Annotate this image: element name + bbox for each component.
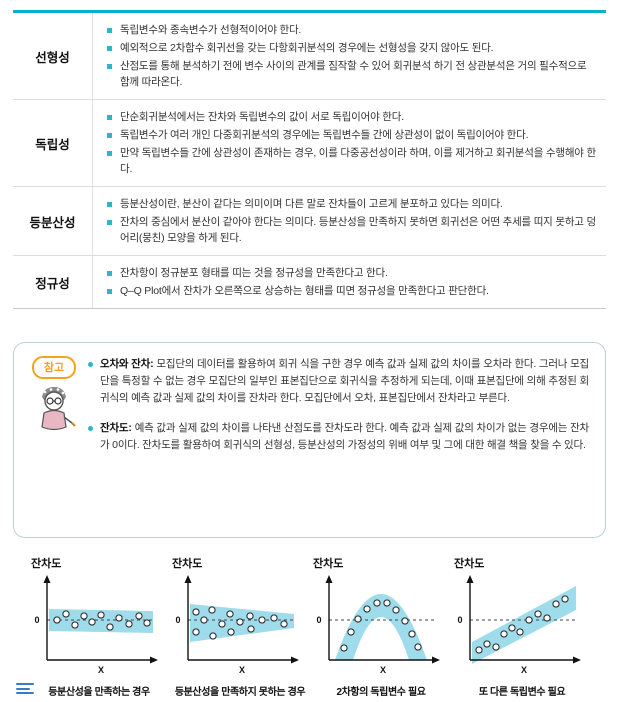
residual-plot-uniform: 잔차도 0 X 등분산성을 만족하는 경우 — [29, 555, 169, 698]
x-axis-arrow — [291, 656, 299, 664]
y-axis-arrow — [184, 575, 192, 583]
bullet-item: 예외적으로 2차함수 회귀선을 갖는 다항회귀분석의 경우에는 선형성을 갖지 … — [107, 40, 596, 56]
zero-label: 0 — [175, 615, 180, 625]
square-bullet-icon — [107, 151, 112, 156]
residual-plot-diagonal: 잔차도 0 X 또 다른 독립변수 필요 — [452, 555, 592, 698]
zero-label: 0 — [457, 615, 462, 625]
y-axis-arrow — [466, 575, 474, 583]
residual-plot-funnel: 잔차도 0 X 등분산성을 만족하지 못하는 경우 — [170, 555, 310, 698]
row-label: 독립성 — [13, 100, 93, 186]
bullet-text: 예외적으로 2차함수 회귀선을 갖는 다항회귀분석의 경우에는 선형성을 갖지 … — [120, 42, 494, 54]
plot-title: 잔차도 — [172, 558, 203, 570]
x-axis-arrow — [432, 656, 440, 664]
bullet-text: 등분산성이란, 분산이 같다는 의미이며 다른 말로 잔차들이 고르게 분포하고… — [120, 198, 503, 210]
row-label: 등분산성 — [13, 187, 93, 255]
plot-caption: 등분산성을 만족하지 못하는 경우 — [174, 687, 306, 698]
mascot-icon — [41, 387, 76, 431]
plot-canvas: 0 X — [316, 575, 440, 675]
plot-title: 잔차도 — [454, 558, 485, 570]
table-row: 독립성 단순회귀분석에서는 잔차와 독립변수의 값이 서로 독립이어야 한다. … — [13, 99, 606, 186]
table-row: 정규성 잔차항이 정규분포 형태를 띠는 것을 정규성을 만족한다고 한다. Q… — [13, 255, 606, 308]
footer-list-icon — [16, 683, 34, 696]
plot-caption: 등분산성을 만족하는 경우 — [48, 687, 150, 698]
scatter-points — [340, 599, 422, 652]
bullet-item: 만약 독립변수들 간에 상관성이 존재하는 경우, 이를 다중공선성이라 하며,… — [107, 145, 596, 177]
square-bullet-icon — [107, 289, 112, 294]
scatter-points — [475, 595, 569, 654]
note-body: 오차와 잔차: 모집단의 데이터를 활용하여 회귀 식을 구한 경우 예측 값과 … — [100, 356, 589, 407]
bullet-item: 단순회귀분석에서는 잔차와 독립변수의 값이 서로 독립이어야 한다. — [107, 109, 596, 125]
bullet-text: 산점도를 통해 분석하기 전에 변수 사이의 관계를 짐작할 수 있어 회귀분석… — [120, 60, 587, 88]
note-term: 잔차도: — [100, 422, 132, 434]
plot-caption: 또 다른 독립변수 필요 — [478, 687, 566, 698]
row-content: 잔차항이 정규분포 형태를 띠는 것을 정규성을 만족한다고 한다. Q–Q P… — [93, 256, 606, 308]
x-axis-arrow — [150, 656, 158, 664]
row-content: 등분산성이란, 분산이 같다는 의미이며 다른 말로 잔차들이 고르게 분포하고… — [93, 187, 606, 255]
square-bullet-icon — [107, 271, 112, 276]
plot-caption: 2차항의 독립변수 필요 — [336, 687, 426, 698]
zero-label: 0 — [316, 615, 321, 625]
square-bullet-icon — [107, 220, 112, 225]
dot-bullet-icon — [88, 362, 93, 367]
bullet-item: 잔차항이 정규분포 형태를 띠는 것을 정규성을 만족한다고 한다. — [107, 265, 596, 281]
square-bullet-icon — [107, 133, 112, 138]
scatter-points — [192, 606, 288, 640]
table-row: 선형성 독립변수와 종속변수가 선형적이어야 한다. 예외적으로 2차함수 회귀… — [13, 13, 606, 99]
note-left-column: 참고 — [26, 356, 82, 525]
residual-plot-arch: 잔차도 0 X 2차항의 독립변수 필요 — [311, 555, 451, 698]
plot-title: 잔차도 — [313, 558, 344, 570]
note-item: 오차와 잔차: 모집단의 데이터를 활용하여 회귀 식을 구한 경우 예측 값과 … — [88, 356, 589, 407]
square-bullet-icon — [107, 46, 112, 51]
assumptions-table: 선형성 독립변수와 종속변수가 선형적이어야 한다. 예외적으로 2차함수 회귀… — [13, 10, 606, 309]
bullet-item: 산점도를 통해 분석하기 전에 변수 사이의 관계를 짐작할 수 있어 회귀분석… — [107, 58, 596, 90]
row-content: 독립변수와 종속변수가 선형적이어야 한다. 예외적으로 2차함수 회귀선을 갖… — [93, 13, 606, 99]
bullet-text: 잔차항이 정규분포 형태를 띠는 것을 정규성을 만족한다고 한다. — [120, 267, 388, 279]
square-bullet-icon — [107, 28, 112, 33]
scatter-points — [53, 610, 151, 631]
bullet-item: 독립변수가 여러 개인 다중회귀분석의 경우에는 독립변수들 간에 상관성이 없… — [107, 127, 596, 143]
x-axis-label: X — [98, 665, 104, 675]
x-axis-label: X — [521, 665, 527, 675]
y-axis-arrow — [325, 575, 333, 583]
note-content: 오차와 잔차: 모집단의 데이터를 활용하여 회귀 식을 구한 경우 예측 값과 … — [82, 356, 589, 525]
plot-title: 잔차도 — [31, 558, 62, 570]
table-row: 등분산성 등분산성이란, 분산이 같다는 의미이며 다른 말로 잔차들이 고르게… — [13, 186, 606, 255]
dot-bullet-icon — [88, 426, 93, 431]
square-bullet-icon — [107, 202, 112, 207]
bullet-text: 독립변수가 여러 개인 다중회귀분석의 경우에는 독립변수들 간에 상관성이 없… — [120, 129, 529, 141]
residual-plots-row: 잔차도 0 X 등분산성을 만족하는 경우 잔차도 — [13, 555, 606, 698]
x-axis-label: X — [239, 665, 245, 675]
bullet-text: 잔차의 중심에서 분산이 같아야 한다는 의미다. 등분산성을 만족하지 못하면… — [120, 216, 596, 244]
row-content: 단순회귀분석에서는 잔차와 독립변수의 값이 서로 독립이어야 한다. 독립변수… — [93, 100, 606, 186]
y-axis-arrow — [43, 575, 51, 583]
x-axis-label: X — [380, 665, 386, 675]
bullet-item: 잔차의 중심에서 분산이 같아야 한다는 의미다. 등분산성을 만족하지 못하면… — [107, 214, 596, 246]
bullet-item: 독립변수와 종속변수가 선형적이어야 한다. — [107, 22, 596, 38]
note-box: 참고 오차와 잔차: 모집단의 데이터를 활용하여 회귀 식을 구한 경우 예측 … — [13, 342, 606, 538]
note-item: 잔차도: 예측 값과 실제 값의 차이를 나타낸 산점도를 잔차도라 한다. 예측… — [88, 420, 589, 454]
note-text: 모집단의 데이터를 활용하여 회귀 식을 구한 경우 예측 값과 실제 값의 차… — [100, 358, 589, 404]
square-bullet-icon — [107, 115, 112, 120]
note-badge: 참고 — [31, 356, 77, 379]
band-shape — [335, 594, 427, 660]
note-text: 예측 값과 실제 값의 차이를 나타낸 산점도를 잔차도라 한다. 예측 값과 … — [100, 422, 589, 451]
plot-canvas: 0 X — [34, 575, 158, 675]
note-body: 잔차도: 예측 값과 실제 값의 차이를 나타낸 산점도를 잔차도라 한다. 예측… — [100, 420, 589, 454]
plot-canvas: 0 X — [457, 575, 581, 675]
bullet-text: Q–Q Plot에서 잔차가 오른쪽으로 상승하는 형태를 띠면 정규성을 만족… — [120, 285, 489, 297]
bullet-text: 만약 독립변수들 간에 상관성이 존재하는 경우, 이를 다중공선성이라 하며,… — [120, 147, 596, 175]
zero-label: 0 — [34, 615, 39, 625]
x-axis-arrow — [573, 656, 581, 664]
row-label: 선형성 — [13, 13, 93, 99]
band-shape — [472, 586, 576, 664]
square-bullet-icon — [107, 64, 112, 69]
row-label: 정규성 — [13, 256, 93, 308]
note-term: 오차와 잔차: — [100, 358, 154, 370]
bullet-item: Q–Q Plot에서 잔차가 오른쪽으로 상승하는 형태를 띠면 정규성을 만족… — [107, 283, 596, 299]
bullet-text: 단순회귀분석에서는 잔차와 독립변수의 값이 서로 독립이어야 한다. — [120, 111, 404, 123]
plot-canvas: 0 X — [175, 575, 299, 675]
bullet-item: 등분산성이란, 분산이 같다는 의미이며 다른 말로 잔차들이 고르게 분포하고… — [107, 196, 596, 212]
bullet-text: 독립변수와 종속변수가 선형적이어야 한다. — [120, 24, 302, 36]
